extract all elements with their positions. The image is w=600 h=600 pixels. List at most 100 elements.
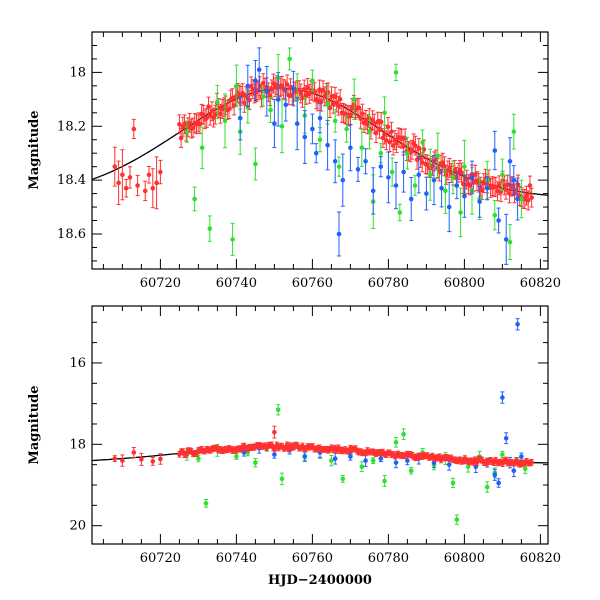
top-data-point [190,125,196,130]
top-data-point [257,83,263,89]
top-data-point [477,199,482,204]
top-data-point [351,97,357,102]
top-plot-area [92,47,548,265]
top-series-1 [184,47,524,261]
bottom-data-point [112,456,118,461]
bottom-data-point [329,458,334,463]
bottom-data-point [519,454,524,459]
top-data-point [409,147,415,153]
bottom-data-point [500,452,505,457]
bottom-data-point [378,456,384,461]
top-data-point [222,118,228,124]
bottom-x-tick-label: 60820 [520,551,561,566]
top-data-point [450,175,456,180]
top-data-point [337,96,343,102]
top-data-point [291,86,296,91]
top-data-point [177,121,182,127]
top-data-point [446,204,452,210]
bottom-data-point [279,476,285,482]
bottom-data-point [370,458,376,463]
top-data-point [399,136,405,142]
top-data-point [511,177,517,183]
top-data-point [327,105,333,111]
top-x-tick-label: 60760 [292,276,333,291]
top-data-point [469,175,475,180]
top-data-point [253,161,258,167]
top-data-point [389,129,394,135]
top-data-point [242,100,247,106]
bottom-y-tick-label: 16 [69,356,86,371]
top-data-point [271,81,276,86]
top-data-point [443,188,448,194]
bottom-data-point [500,395,505,400]
top-y-tick-label: 18.4 [57,173,86,188]
top-data-point [462,164,467,169]
bottom-data-point [393,439,399,445]
top-data-point [260,80,266,86]
top-data-point [230,95,235,101]
top-data-point [462,182,468,188]
top-data-point [401,143,406,148]
top-x-tick-label: 60740 [216,276,257,291]
bottom-data-point [340,476,346,482]
bottom-x-tick-label: 60760 [292,551,333,566]
bottom-data-point [492,472,498,478]
top-data-point [431,177,437,183]
top-data-point [269,87,275,92]
top-data-point [435,153,441,159]
top-data-point [525,198,531,203]
top-data-point [287,56,292,62]
top-data-point [332,118,338,124]
top-data-layer [92,47,548,265]
bottom-data-point [503,435,509,441]
top-data-point [116,180,121,186]
top-data-point [500,172,505,178]
top-data-point [283,102,289,108]
top-data-point [199,145,205,151]
top-data-point [192,196,197,202]
top-x-tick-label: 60800 [444,276,485,291]
top-data-point [201,112,206,118]
bottom-data-point [496,480,501,486]
top-data-point [464,177,469,182]
top-data-point [393,70,399,75]
top-x-tick-label: 60780 [368,276,409,291]
top-data-point [458,210,463,215]
top-data-point [158,169,163,175]
bottom-data-point [272,452,277,457]
top-y-tick-label: 18.2 [57,119,86,134]
top-data-point [215,99,220,105]
top-data-point [325,90,331,95]
top-data-point [384,137,389,143]
top-data-point [472,172,478,177]
bottom-data-point [302,454,308,459]
bottom-data-point [446,462,452,467]
top-data-point [142,188,148,194]
bottom-axes-frame [91,305,549,545]
top-data-point [336,164,342,169]
top-data-point [260,94,266,99]
top-x-tick-label: 60820 [520,276,561,291]
bottom-data-point [363,458,368,463]
bottom-data-point [234,454,239,459]
top-data-point [317,115,323,121]
top-data-point [507,191,512,196]
top-data-point [325,142,330,148]
bottom-plot-area [92,318,548,525]
top-x-tick-label: 60720 [140,276,181,291]
bottom-data-point [515,322,520,327]
top-axes-frame [91,31,549,270]
bottom-xlabel: HJD−2400000 [268,573,372,588]
top-data-point [370,188,376,194]
top-data-point [402,136,408,141]
bottom-x-tick-label: 60720 [140,551,181,566]
bottom-data-point [393,460,399,465]
top-data-point [454,183,460,188]
top-data-point [336,231,342,237]
bottom-data-point [139,457,144,462]
top-data-point [310,78,315,83]
top-data-point [481,180,487,186]
bottom-data-point [484,484,490,490]
top-data-point [256,67,262,73]
